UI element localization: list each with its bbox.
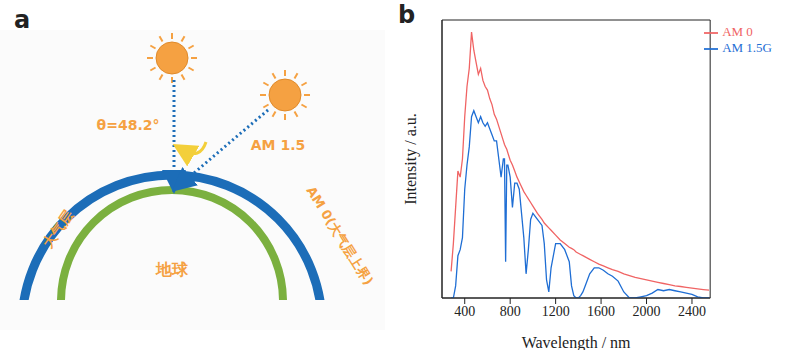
svg-text:1600: 1600 [587,304,615,319]
html-text:AM 1.5G: AM 1.5G [722,40,772,55]
svg-text:Wavelength / nm: Wavelength / nm [522,334,631,350]
svg-text:地球: 地球 [155,260,189,279]
svg-text:400: 400 [454,304,475,319]
svg-text:AM 0(大气层上界): AM 0(大气层上界) [303,184,376,288]
html-text:b: b [398,1,416,29]
svg-text:θ=48.2°: θ=48.2° [97,117,160,133]
svg-text:800: 800 [500,304,521,319]
html-text:AM 0: AM 0 [722,24,753,39]
svg-text:2000: 2000 [633,304,661,319]
svg-text:a: a [14,6,30,34]
svg-text:大气层: 大气层 [39,207,76,251]
svg-text:2400: 2400 [678,304,706,319]
svg-text:AM 1.5: AM 1.5 [251,137,305,153]
svg-text:1200: 1200 [542,304,570,319]
svg-text:Intensity / a.u.: Intensity / a.u. [402,113,420,205]
